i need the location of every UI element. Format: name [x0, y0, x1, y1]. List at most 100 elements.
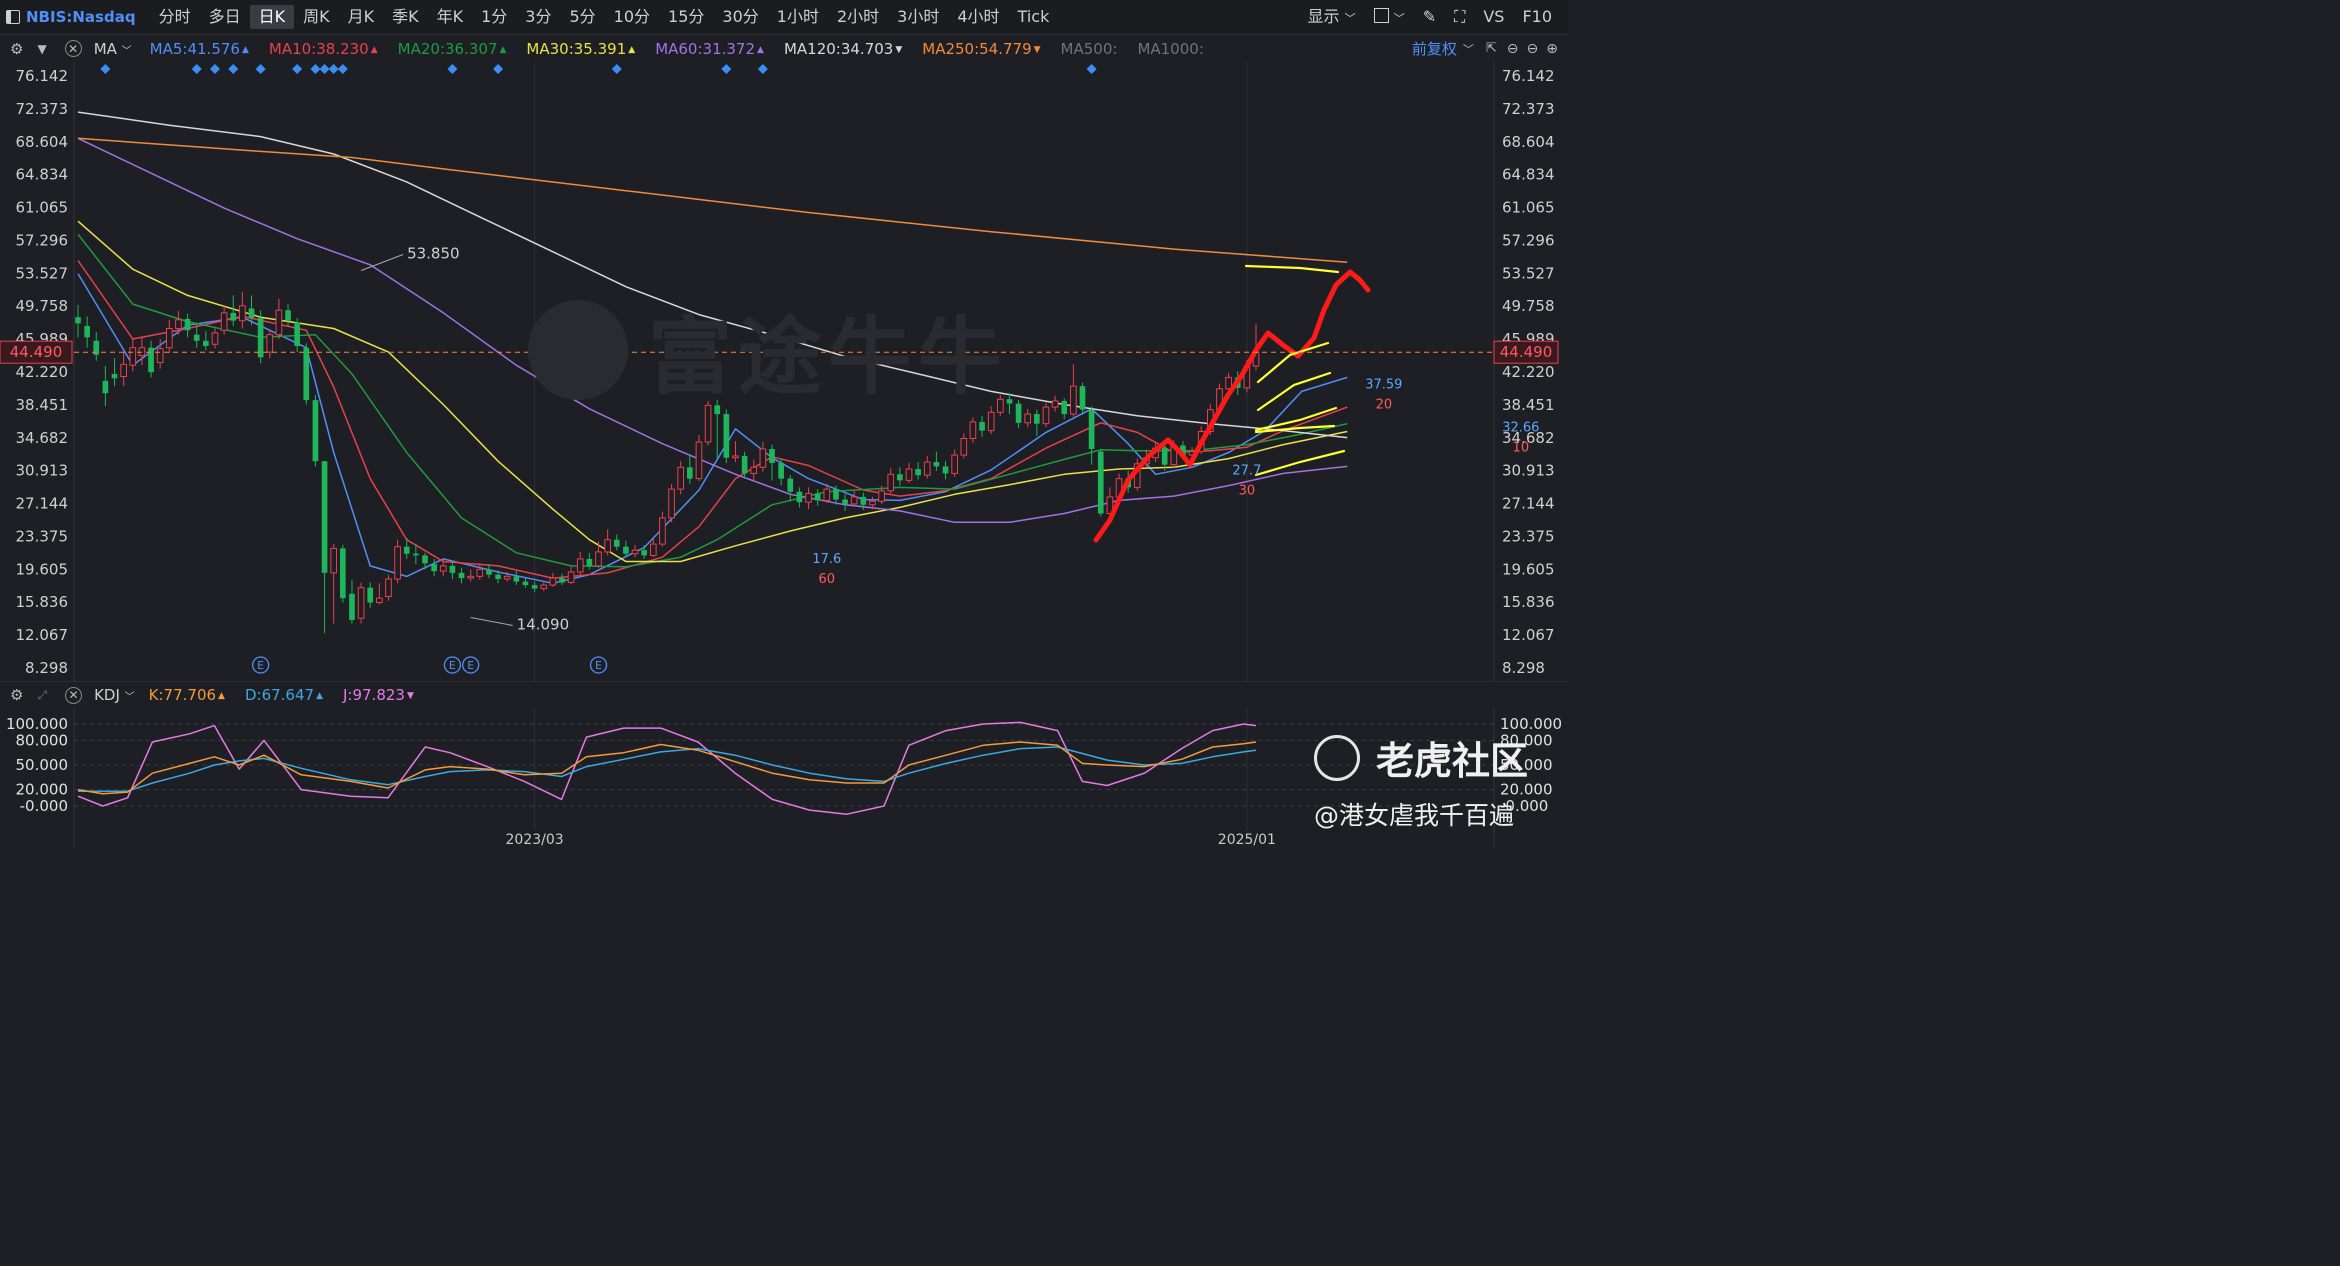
- event-marker-icon: [443, 656, 462, 674]
- ma-value-text: MA250:54.779: [922, 39, 1032, 58]
- candle-body-up: [357, 587, 365, 619]
- ma-indicator-bar: ⚙ ▼ ✕ MA ﹀ MA5:41.576 ▲ MA10:38.230 ▲ MA20:3…: [0, 35, 1568, 62]
- tab-period-14[interactable]: 2小时: [836, 7, 880, 26]
- kdj-label-text: KDJ: [94, 686, 120, 704]
- kdj-label[interactable]: KDJ ﹀: [94, 686, 135, 704]
- zoom-out-icon[interactable]: ⊖: [1506, 40, 1519, 57]
- tab-period-12[interactable]: 30分: [722, 7, 759, 26]
- ma-value-5: MA120:34.703 ▼: [784, 40, 902, 58]
- kdj-tick-left: -0.000: [20, 797, 68, 815]
- hand-drawn-yellow-line: [1256, 371, 1332, 412]
- event-marker-label: E: [595, 659, 602, 672]
- tab-period-6[interactable]: 年K: [436, 7, 464, 26]
- candle-body-down: [248, 308, 255, 319]
- adjust-dropdown[interactable]: 前复权: [1412, 38, 1457, 59]
- tab-period-8[interactable]: 3分: [525, 7, 552, 26]
- candle-body-down: [531, 585, 538, 589]
- candle-body-up: [996, 398, 1004, 413]
- hand-drawn-yellow-line: [1254, 449, 1346, 477]
- candle-body-down: [285, 310, 291, 321]
- candle-body-down: [915, 469, 921, 476]
- draw-pen-icon[interactable]: ✎: [1422, 7, 1437, 26]
- candle-body-up: [850, 496, 858, 505]
- tab-period-1[interactable]: 多日: [208, 7, 241, 26]
- f10-button[interactable]: F10: [1522, 7, 1552, 26]
- tab-period-4[interactable]: 月K: [347, 7, 375, 26]
- current-price-left: 44.490: [10, 343, 63, 361]
- ma-line-ma120: [77, 111, 1348, 439]
- kdj-d-value: D:67.647 ▲: [245, 686, 323, 704]
- expand-icon[interactable]: ⤢: [37, 687, 48, 702]
- price-tick-right: 64.834: [1502, 166, 1555, 184]
- gear-icon[interactable]: ⚙: [10, 39, 24, 58]
- sidebar-toggle-icon[interactable]: [6, 10, 20, 24]
- tab-period-17[interactable]: Tick: [1017, 7, 1050, 26]
- ma-label[interactable]: MA ﹀: [94, 40, 132, 58]
- price-tick-right: 57.296: [1502, 231, 1555, 249]
- ma-value-7: MA500:: [1061, 40, 1118, 58]
- tab-period-5[interactable]: 季K: [392, 7, 419, 26]
- tab-period-3[interactable]: 周K: [303, 7, 330, 26]
- candle-body-down: [513, 576, 520, 582]
- candle-body-down: [842, 499, 848, 504]
- collapse-panel-icon[interactable]: ⇱: [1485, 41, 1497, 56]
- ma-value-0: MA5:41.576 ▲: [150, 40, 249, 58]
- candle-body-up: [805, 492, 812, 503]
- layout-toggle[interactable]: ﹀: [1365, 0, 1414, 34]
- candle-body-down: [714, 405, 721, 415]
- ma-line-ma30: [77, 220, 1348, 563]
- tab-period-9[interactable]: 5分: [569, 7, 596, 26]
- tab-period-7[interactable]: 1分: [481, 7, 508, 26]
- diamond-marker-icon: [1086, 64, 1097, 74]
- tab-period-10[interactable]: 10分: [613, 7, 651, 26]
- price-tick-left: 42.220: [16, 363, 69, 381]
- kdj-tick-right: 80.000: [1500, 731, 1553, 749]
- hand-drawn-yellow-line: [1256, 341, 1330, 384]
- candle-body-down: [449, 565, 456, 573]
- level-price-label: 37.59: [1365, 377, 1402, 392]
- trend-triangle-icon: ▲: [241, 44, 249, 55]
- chevron-down-icon: ﹀: [1344, 12, 1356, 25]
- tab-period-13[interactable]: 1小时: [776, 7, 819, 26]
- trend-triangle-icon: ▲: [370, 44, 378, 55]
- candle-body-up: [576, 558, 584, 573]
- tab-period-2[interactable]: 日K: [249, 5, 295, 29]
- vs-button[interactable]: VS: [1483, 7, 1505, 26]
- down-triangle-icon: ▼: [406, 691, 414, 701]
- chart-labels: 76.142 76.142 72.373 72.373 68.604 68.604 64.8…: [0, 64, 1559, 848]
- candle-body-up: [439, 565, 447, 572]
- candle-body-up: [732, 455, 739, 459]
- chevron-down-icon: ﹀: [124, 692, 135, 703]
- candle-body-down: [257, 318, 264, 358]
- candle-body-down: [294, 322, 300, 346]
- tab-period-0[interactable]: 分时: [158, 7, 191, 26]
- tab-period-15[interactable]: 3小时: [897, 7, 940, 26]
- ma-line-ma5: [77, 273, 1348, 585]
- fullscreen-icon[interactable]: ⛶: [1454, 7, 1466, 26]
- hand-drawn-annotations: [1093, 264, 1371, 543]
- candle-body-up: [394, 546, 401, 580]
- tab-period-16[interactable]: 4小时: [957, 7, 1000, 26]
- chevron-down-icon[interactable]: ﹀: [1462, 42, 1474, 56]
- candle-body-up: [165, 328, 173, 349]
- close-icon[interactable]: ✕: [65, 686, 83, 704]
- zoom-in-icon[interactable]: ⊕: [1546, 40, 1558, 57]
- kdj-tick-left: 20.000: [16, 781, 69, 799]
- zoom-out-icon[interactable]: ⊖: [1526, 40, 1539, 57]
- candle-body-up: [1051, 400, 1059, 408]
- stock-chart[interactable]: 76.142 76.142 72.373 72.373 68.604 68.604 64.8…: [0, 0, 1568, 848]
- extreme-leader-line: [360, 254, 404, 271]
- symbol-label[interactable]: NBIS:Nasdaq: [26, 8, 136, 26]
- event-marker-icon: [251, 656, 270, 674]
- candle-body-down: [778, 462, 784, 479]
- hand-drawn-yellow-line: [1254, 406, 1338, 432]
- close-icon[interactable]: ✕: [64, 40, 82, 57]
- price-tick-left: 12.067: [16, 626, 69, 644]
- tab-period-11[interactable]: 15分: [668, 7, 705, 26]
- collapse-icon[interactable]: ▼: [37, 41, 47, 56]
- display-menu[interactable]: 显示 ﹀: [1299, 0, 1365, 34]
- candle-body-down: [230, 312, 237, 321]
- price-tick-left: 68.604: [16, 133, 69, 151]
- display-label: 显示: [1307, 7, 1340, 26]
- gear-icon[interactable]: ⚙: [10, 686, 24, 704]
